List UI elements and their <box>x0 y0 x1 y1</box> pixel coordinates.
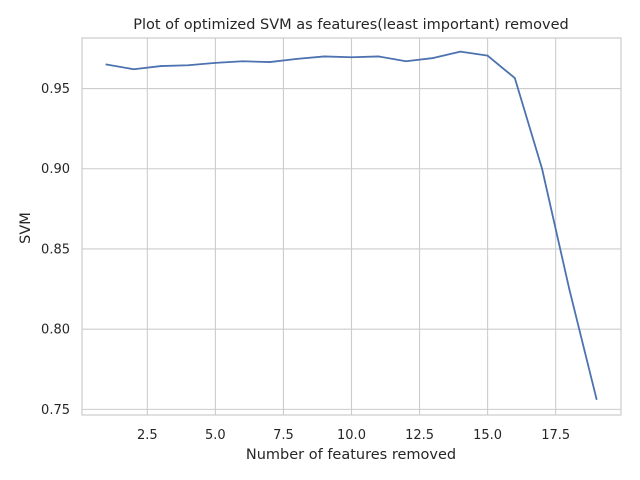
data-point <box>377 55 380 58</box>
y-tick-label: 0.75 <box>41 403 70 418</box>
data-point <box>595 398 598 400</box>
data-point <box>513 77 516 80</box>
x-tick-label: 12.5 <box>405 428 434 443</box>
data-point <box>568 288 571 290</box>
data-point <box>132 68 135 71</box>
data-point <box>160 65 162 67</box>
y-tick-label: 0.80 <box>41 323 70 338</box>
chart-title: Plot of optimized SVM as features(least … <box>133 17 569 33</box>
y-axis-label: SVM <box>18 212 34 244</box>
data-point <box>405 60 407 63</box>
data-point <box>350 56 353 59</box>
data-point <box>214 61 217 64</box>
data-point <box>432 57 435 59</box>
x-tick-label: 15.0 <box>473 428 502 443</box>
data-point <box>486 54 489 57</box>
x-tick-label: 10.0 <box>337 428 366 443</box>
x-axis-label: Number of features removed <box>246 447 456 463</box>
x-tick-label: 2.5 <box>137 428 158 443</box>
data-point <box>296 57 298 60</box>
data-point <box>459 50 462 53</box>
data-point <box>241 60 244 63</box>
y-tick-labels: 0.75 0.80 0.85 0.90 0.95 <box>41 82 70 418</box>
x-gridlines <box>146 38 557 415</box>
series-layer <box>105 50 598 400</box>
y-tick-label: 0.90 <box>41 162 70 177</box>
x-tick-label: 7.5 <box>273 428 294 443</box>
data-point <box>268 61 271 63</box>
y-tick-label: 0.95 <box>41 82 70 97</box>
data-point <box>187 64 190 67</box>
y-tick-label: 0.85 <box>41 242 70 257</box>
data-point <box>105 63 108 66</box>
plot-frame <box>81 37 622 416</box>
x-tick-labels: 2.5 5.0 7.5 10.0 12.5 15.0 17.5 <box>137 428 570 443</box>
x-tick-label: 5.0 <box>205 428 226 443</box>
x-tick-label: 17.5 <box>541 428 570 443</box>
y-gridlines <box>82 87 621 410</box>
data-point <box>323 55 326 58</box>
data-point <box>541 167 543 170</box>
